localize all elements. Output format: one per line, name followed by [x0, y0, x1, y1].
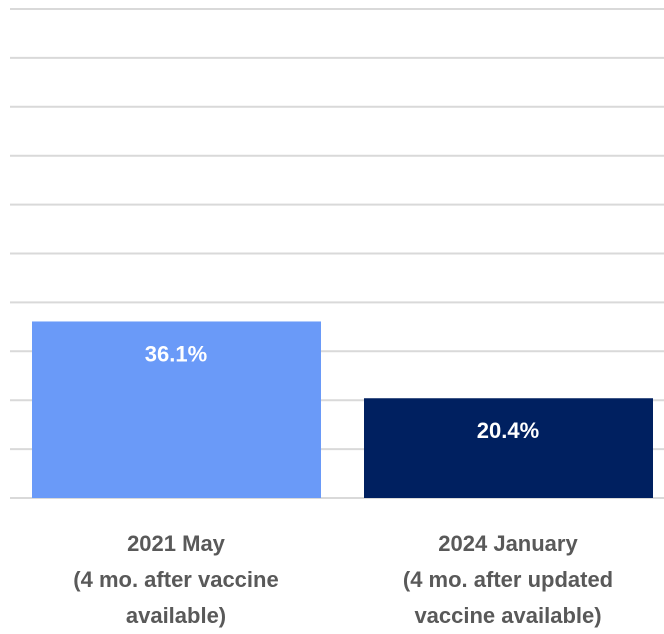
value-label: 20.4%: [477, 418, 539, 443]
bar: [32, 321, 321, 498]
x-tick-label: 2021 May (4 mo. after vaccine available): [73, 531, 279, 628]
x-tick-label: 2024 January (4 mo. after updated vaccin…: [402, 531, 614, 628]
bar: [364, 398, 653, 498]
value-label: 36.1%: [145, 341, 207, 366]
